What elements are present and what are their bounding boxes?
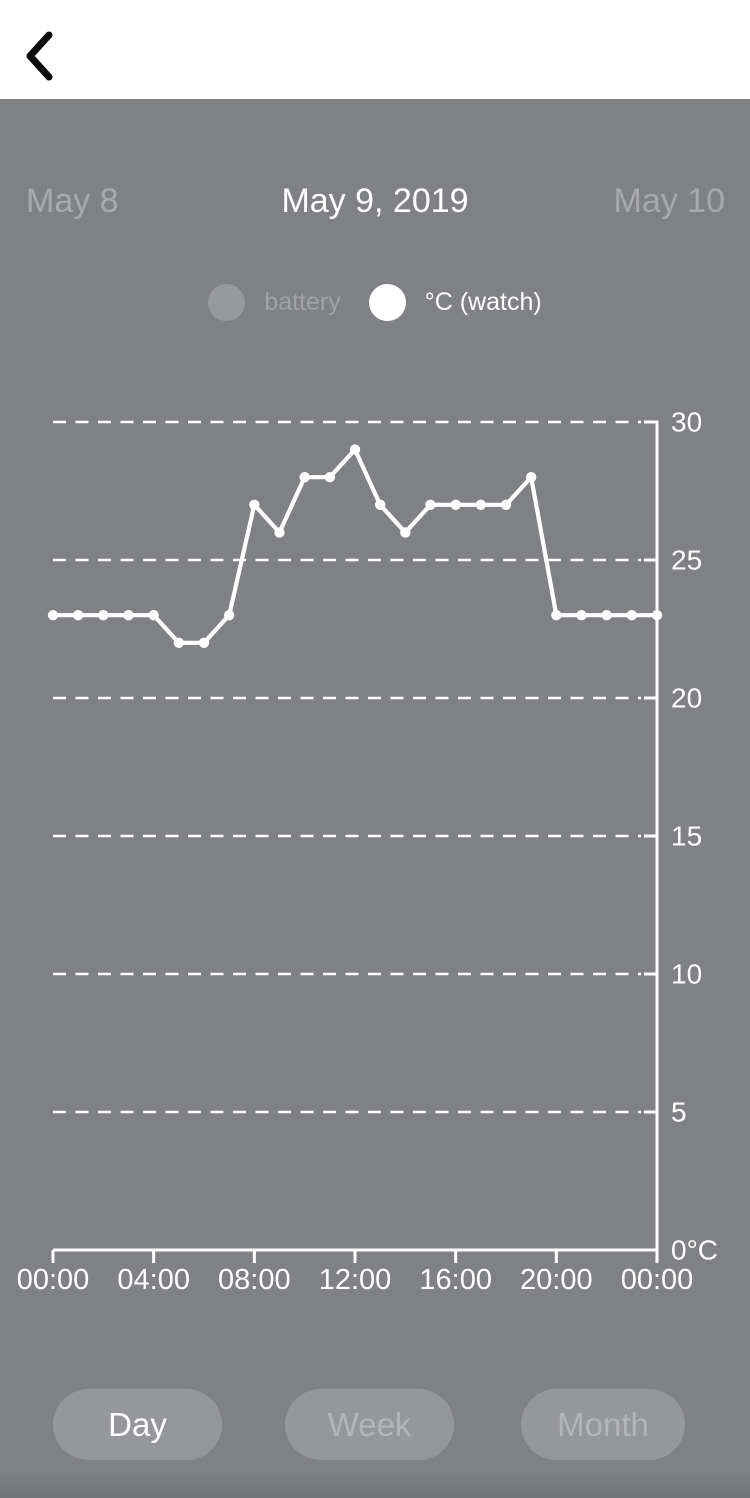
svg-text:20:00: 20:00 — [520, 1264, 593, 1296]
legend-label: °C (watch) — [424, 287, 542, 316]
svg-text:00:00: 00:00 — [17, 1264, 90, 1296]
svg-text:04:00: 04:00 — [117, 1264, 190, 1296]
temperature-series-dot-icon — [368, 283, 406, 321]
chevron-left-icon — [26, 31, 53, 81]
svg-text:15: 15 — [671, 821, 702, 852]
back-button[interactable] — [6, 22, 72, 88]
bottom-shade — [0, 1472, 750, 1498]
legend-item-temperature[interactable]: °C (watch) — [368, 283, 542, 321]
svg-text:16:00: 16:00 — [419, 1264, 492, 1296]
battery-series-dot-icon — [208, 283, 246, 321]
month-tab-button[interactable]: Month — [521, 1389, 685, 1460]
next-date-button[interactable]: May 10 — [614, 172, 726, 230]
legend-label: battery — [264, 287, 341, 316]
legend-item-battery[interactable]: battery — [208, 283, 341, 321]
svg-text:5: 5 — [671, 1097, 687, 1128]
prev-date-button[interactable]: May 8 — [26, 172, 119, 230]
svg-text:30: 30 — [671, 407, 702, 438]
svg-text:08:00: 08:00 — [218, 1264, 291, 1296]
day-tab-button[interactable]: Day — [53, 1389, 222, 1460]
svg-text:25: 25 — [671, 545, 702, 576]
chart-legend: battery °C (watch) — [0, 281, 750, 323]
svg-text:0°C: 0°C — [671, 1235, 718, 1266]
svg-text:10: 10 — [671, 959, 702, 990]
week-tab-button[interactable]: Week — [285, 1389, 454, 1460]
svg-text:20: 20 — [671, 683, 702, 714]
svg-text:00:00: 00:00 — [621, 1264, 694, 1296]
date-navigation: May 8 May 9, 2019 May 10 — [0, 172, 750, 230]
svg-text:12:00: 12:00 — [319, 1264, 392, 1296]
current-date-label: May 9, 2019 — [281, 182, 469, 220]
top-header-bar — [0, 0, 750, 99]
